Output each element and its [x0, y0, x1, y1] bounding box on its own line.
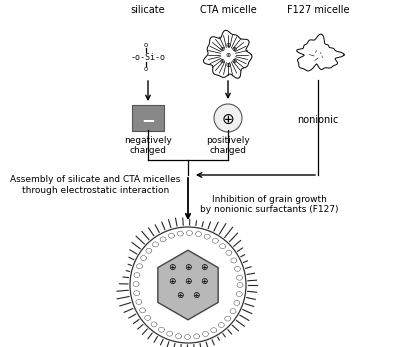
- Text: $\oplus$: $\oplus$: [191, 290, 200, 300]
- Text: $\oplus$: $\oplus$: [183, 262, 192, 272]
- Text: $\oplus$: $\oplus$: [221, 111, 235, 127]
- Text: $\oplus$: $\oplus$: [225, 41, 231, 49]
- Text: $\oplus$: $\oplus$: [231, 57, 237, 65]
- Text: Inhibition of grain growth
by nonionic surfactants (F127): Inhibition of grain growth by nonionic s…: [200, 195, 339, 214]
- Text: F127 micelle: F127 micelle: [287, 5, 349, 15]
- Text: positively
charged: positively charged: [206, 136, 250, 155]
- Circle shape: [214, 104, 242, 132]
- Text: Assembly of silicate and CTA micelles
through electrostatic interaction: Assembly of silicate and CTA micelles th…: [10, 175, 180, 195]
- Text: $\oplus$: $\oplus$: [168, 276, 176, 286]
- Polygon shape: [158, 250, 218, 320]
- Text: o: o: [144, 66, 148, 72]
- Text: $\oplus$: $\oplus$: [168, 262, 176, 272]
- Text: $\oplus$: $\oplus$: [219, 45, 225, 53]
- Text: $\oplus$: $\oplus$: [176, 290, 184, 300]
- Text: $\oplus$: $\oplus$: [225, 61, 231, 69]
- Text: $\oplus$: $\oplus$: [183, 276, 192, 286]
- Text: $\oplus$: $\oplus$: [219, 57, 225, 65]
- Text: silicate: silicate: [131, 5, 165, 15]
- Text: $\oplus$: $\oplus$: [200, 276, 209, 286]
- Text: $\oplus$: $\oplus$: [225, 51, 231, 59]
- Text: $\oplus$: $\oplus$: [231, 45, 237, 53]
- Text: -o-Si-o: -o-Si-o: [131, 52, 166, 61]
- FancyBboxPatch shape: [132, 105, 164, 131]
- Text: negatively
charged: negatively charged: [124, 136, 172, 155]
- Text: nonionic: nonionic: [297, 115, 339, 125]
- Text: $\oplus$: $\oplus$: [200, 262, 209, 272]
- Text: CTA micelle: CTA micelle: [200, 5, 256, 15]
- Text: o: o: [144, 42, 148, 48]
- Text: $\mathbf{-}$: $\mathbf{-}$: [141, 110, 155, 128]
